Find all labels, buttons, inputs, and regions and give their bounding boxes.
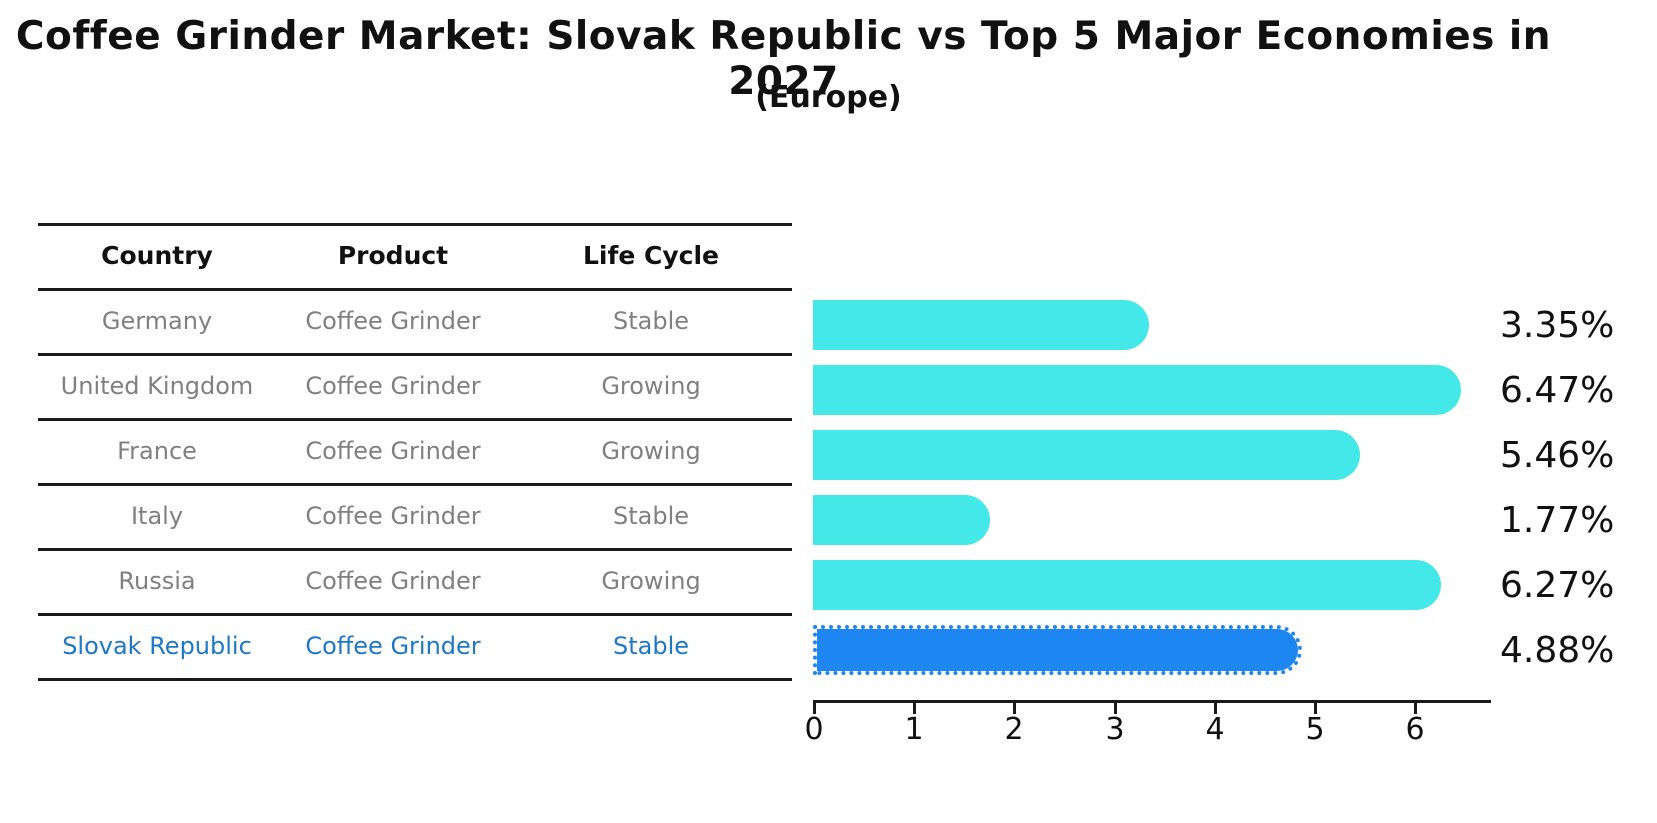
cell-product: Coffee Grinder <box>305 566 481 595</box>
cell-life-cycle: Stable <box>612 631 690 660</box>
cell-country: Slovak Republic <box>62 631 252 660</box>
cell-product: Coffee Grinder <box>305 501 481 530</box>
cell-country: France <box>117 436 197 465</box>
table-header-row: Country Product Life Cycle <box>38 223 792 288</box>
table-row: Italy Coffee Grinder Stable <box>38 483 792 548</box>
x-tick-label: 3 <box>1105 712 1125 747</box>
value-label: 6.47% <box>1500 369 1615 411</box>
x-axis-line <box>813 700 1491 703</box>
x-tick-label: 1 <box>904 712 924 747</box>
page-title: Coffee Grinder Market: Slovak Republic v… <box>15 14 1552 104</box>
table-rule <box>38 613 792 616</box>
value-label: 5.46% <box>1500 434 1615 476</box>
cell-country: Italy <box>130 501 184 530</box>
cell-life-cycle: Growing <box>601 436 701 465</box>
x-axis-tick <box>913 700 916 714</box>
table-row: France Coffee Grinder Growing <box>38 418 792 483</box>
value-label: 4.88% <box>1500 629 1615 671</box>
table-row-highlighted: Slovak Republic Coffee Grinder Stable <box>38 613 792 678</box>
x-axis-tick <box>1214 700 1217 714</box>
x-axis-tick <box>1314 700 1317 714</box>
cell-life-cycle: Stable <box>612 306 690 335</box>
x-axis-tick <box>1013 700 1016 714</box>
table-row: Germany Coffee Grinder Stable <box>38 288 792 353</box>
cell-life-cycle: Stable <box>612 501 690 530</box>
table-rule <box>38 418 792 421</box>
table-rule <box>38 678 792 681</box>
bar-italy <box>813 495 990 545</box>
column-header-country: Country <box>101 241 213 270</box>
table-row: United Kingdom Coffee Grinder Growing <box>38 353 792 418</box>
column-header-life-cycle: Life Cycle <box>582 241 720 270</box>
x-tick-label: 6 <box>1405 712 1425 747</box>
x-axis-tick <box>1114 700 1117 714</box>
cell-life-cycle: Growing <box>601 566 701 595</box>
bar-slovak-republic <box>813 625 1302 675</box>
value-label: 1.77% <box>1500 499 1615 541</box>
value-label: 3.35% <box>1500 304 1615 346</box>
cell-product: Coffee Grinder <box>305 371 481 400</box>
table-rule <box>38 353 792 356</box>
table-rule <box>38 483 792 486</box>
x-axis-tick <box>1414 700 1417 714</box>
cell-country: Germany <box>101 306 213 335</box>
bar-germany <box>813 300 1149 350</box>
cell-product: Coffee Grinder <box>305 306 481 335</box>
x-axis-tick <box>813 700 816 714</box>
cell-product: Coffee Grinder <box>305 436 481 465</box>
page-subtitle: (Europe) <box>755 80 902 115</box>
value-label: 6.27% <box>1500 564 1615 606</box>
table-rule <box>38 548 792 551</box>
bar-united-kingdom <box>813 365 1461 415</box>
cell-country: United Kingdom <box>60 371 254 400</box>
x-tick-label: 2 <box>1004 712 1024 747</box>
table-rule <box>38 288 792 291</box>
column-header-product: Product <box>337 241 449 270</box>
table-row: Russia Coffee Grinder Growing <box>38 548 792 613</box>
cell-product: Coffee Grinder <box>305 631 481 660</box>
table-rule <box>38 223 792 226</box>
x-tick-label: 5 <box>1305 712 1325 747</box>
bar-russia <box>813 560 1441 610</box>
cell-life-cycle: Growing <box>601 371 701 400</box>
cell-country: Russia <box>118 566 196 595</box>
bar-france <box>813 430 1360 480</box>
x-tick-label: 0 <box>804 712 824 747</box>
x-tick-label: 4 <box>1205 712 1225 747</box>
